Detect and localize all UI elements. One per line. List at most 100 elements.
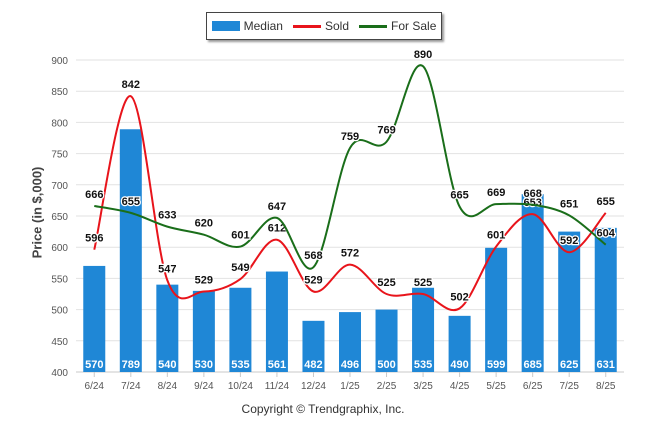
x-tick-label: 9/24 xyxy=(194,381,214,392)
x-tick-label: 11/24 xyxy=(265,381,290,392)
y-axis-label: Price (in $,000) xyxy=(29,166,45,259)
median-bar xyxy=(558,231,581,372)
median-bar xyxy=(412,287,435,372)
median-bar-label: 789 xyxy=(122,359,140,371)
x-tick-label: 3/25 xyxy=(413,381,433,392)
median-bar-label: 570 xyxy=(85,359,103,371)
median-bar xyxy=(302,320,325,372)
median-bar-label: 631 xyxy=(597,359,615,371)
median-bar xyxy=(448,315,471,372)
for-sale-data-label: 655 xyxy=(122,196,140,208)
sold-data-label: 612 xyxy=(268,223,286,235)
legend-label-sold: Sold xyxy=(324,19,350,33)
median-bar-label: 540 xyxy=(158,359,176,371)
median-bar xyxy=(229,287,252,372)
x-tick-label: 7/24 xyxy=(121,381,141,392)
copyright-text: Copyright © Trendgraphix, Inc. xyxy=(241,402,405,416)
median-bar-label: 535 xyxy=(231,359,249,371)
y-tick-label: 750 xyxy=(51,150,68,161)
median-bar xyxy=(521,194,544,372)
legend-label-median: Median xyxy=(243,19,283,33)
sold-data-label: 502 xyxy=(450,291,468,303)
sold-data-label: 592 xyxy=(560,235,578,247)
legend-item-forsale[interactable]: For Sale xyxy=(359,19,436,33)
legend-swatch-forsale xyxy=(359,24,388,28)
for-sale-data-label: 601 xyxy=(231,230,249,242)
median-bar xyxy=(265,271,288,372)
for-sale-data-label: 669 xyxy=(487,187,505,199)
median-bar-label: 599 xyxy=(487,359,505,371)
chart-legend: Median Sold For Sale xyxy=(206,12,442,40)
median-bar xyxy=(485,247,508,372)
median-bar xyxy=(594,227,617,372)
legend-swatch-median xyxy=(211,21,240,31)
median-bar xyxy=(83,265,106,372)
x-tick-label: 8/24 xyxy=(158,381,178,392)
sold-data-label: 529 xyxy=(304,275,322,287)
for-sale-data-label: 769 xyxy=(377,125,395,137)
sold-data-label: 572 xyxy=(341,248,359,260)
x-tick-label: 8/25 xyxy=(596,381,616,392)
median-bar-label: 490 xyxy=(450,359,468,371)
x-tick-label: 5/25 xyxy=(486,381,506,392)
median-bar xyxy=(375,309,398,372)
x-tick-label: 12/24 xyxy=(301,381,326,392)
for-sale-line xyxy=(94,64,607,270)
x-tick-label: 7/25 xyxy=(559,381,579,392)
median-bar-label: 482 xyxy=(304,359,322,371)
for-sale-data-label: 668 xyxy=(523,188,541,200)
y-tick-label: 600 xyxy=(51,243,68,254)
median-bar xyxy=(339,312,361,372)
legend-label-forsale: For Sale xyxy=(391,19,437,33)
for-sale-data-label: 633 xyxy=(158,210,176,222)
median-bar-label: 500 xyxy=(377,359,395,371)
median-bar-label: 685 xyxy=(523,359,541,371)
x-tick-label: 4/25 xyxy=(450,381,470,392)
sold-line xyxy=(93,95,607,312)
x-tick-label: 1/25 xyxy=(340,381,360,392)
legend-item-median[interactable]: Median xyxy=(211,19,283,33)
x-tick-label: 6/25 xyxy=(523,381,543,392)
x-tick-label: 10/24 xyxy=(228,381,253,392)
sold-data-label: 547 xyxy=(158,263,176,275)
median-bar-label: 535 xyxy=(414,359,432,371)
median-bar-label: 496 xyxy=(341,359,359,371)
sold-data-label: 525 xyxy=(377,277,395,289)
y-tick-label: 400 xyxy=(51,368,68,379)
for-sale-data-label: 647 xyxy=(268,201,286,213)
sold-data-label: 842 xyxy=(122,79,140,91)
sold-data-label: 596 xyxy=(85,233,103,245)
for-sale-data-label: 568 xyxy=(304,250,322,262)
y-tick-label: 700 xyxy=(51,181,68,192)
median-bar xyxy=(192,290,215,372)
y-tick-label: 450 xyxy=(51,337,68,348)
for-sale-data-label: 665 xyxy=(450,190,468,202)
median-bar-label: 530 xyxy=(195,359,213,371)
median-bar xyxy=(119,129,142,372)
y-tick-label: 500 xyxy=(51,306,68,317)
median-bar-label: 561 xyxy=(268,359,286,371)
for-sale-data-label: 604 xyxy=(597,228,616,240)
legend-item-sold[interactable]: Sold xyxy=(292,19,350,33)
for-sale-data-label: 890 xyxy=(414,49,432,61)
for-sale-data-label: 620 xyxy=(195,218,213,230)
legend-swatch-sold xyxy=(292,24,321,28)
sold-data-label: 525 xyxy=(414,277,432,289)
sold-data-label: 549 xyxy=(231,262,249,274)
y-tick-label: 850 xyxy=(51,87,68,98)
for-sale-data-label: 651 xyxy=(560,198,578,210)
median-bar-label: 625 xyxy=(560,359,578,371)
y-tick-label: 900 xyxy=(51,56,68,67)
y-tick-label: 800 xyxy=(51,118,68,129)
sold-data-label: 529 xyxy=(195,275,213,287)
y-tick-label: 550 xyxy=(51,274,68,285)
x-tick-label: 2/25 xyxy=(377,381,397,392)
y-tick-label: 650 xyxy=(51,212,68,223)
for-sale-data-label: 666 xyxy=(85,189,103,201)
median-bar xyxy=(156,284,179,372)
sold-data-label: 655 xyxy=(597,196,615,208)
x-tick-label: 6/24 xyxy=(85,381,105,392)
for-sale-data-label: 759 xyxy=(341,131,359,143)
sold-data-label: 601 xyxy=(487,230,505,242)
